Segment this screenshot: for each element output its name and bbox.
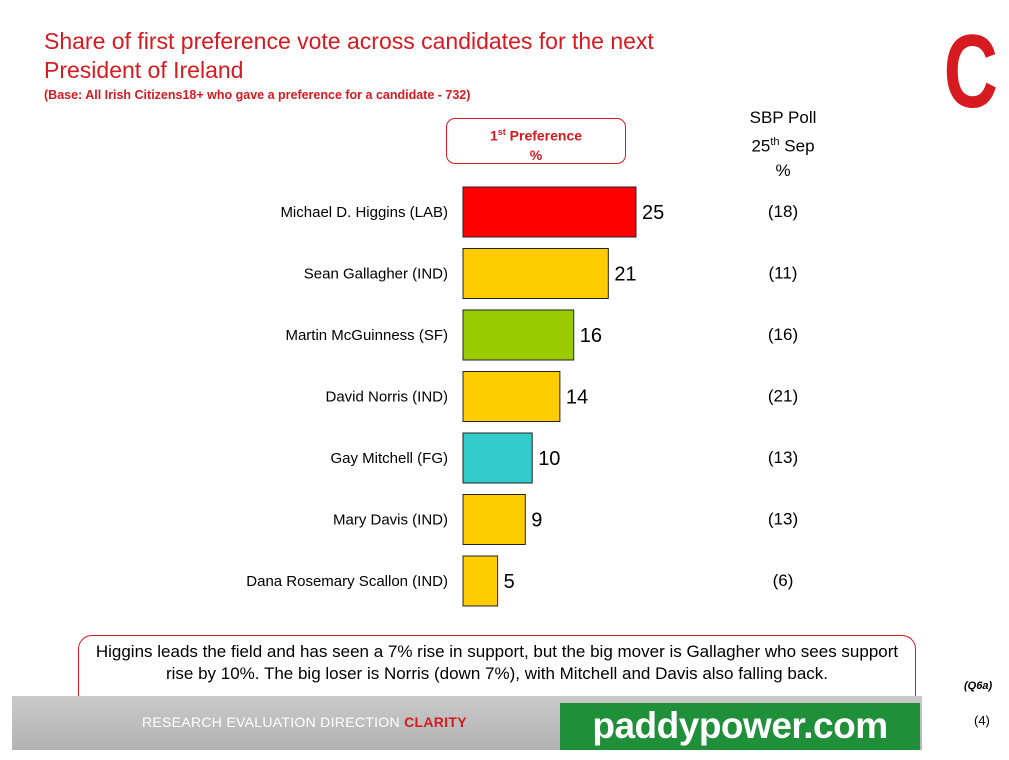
- question-reference: (Q6a): [964, 680, 993, 692]
- candidate-label: Gay Mitchell (FG): [330, 450, 448, 467]
- bar: [462, 248, 609, 299]
- bar: [462, 371, 561, 422]
- footer-brand: CLARITY: [404, 714, 467, 730]
- bar: [462, 494, 526, 545]
- candidate-label: Michael D. Higgins (LAB): [280, 204, 448, 221]
- sponsor-logo: paddypower.com: [560, 703, 920, 750]
- candidate-label: Martin McGuinness (SF): [285, 327, 448, 344]
- chart-title: Share of first preference vote across ca…: [44, 27, 804, 85]
- sbp-poll-header: SBP Poll 25th Sep %: [749, 108, 817, 180]
- bar: [462, 186, 637, 238]
- bar: [462, 432, 533, 484]
- summary-text: Higgins leads the field and has seen a 7…: [95, 642, 899, 683]
- title-line-2: President of Ireland: [44, 57, 244, 83]
- bar-value-label: 25: [642, 202, 664, 224]
- base-note: (Base: All Irish Citizens18+ who gave a …: [44, 88, 471, 102]
- title-line-1: Share of first preference vote across ca…: [44, 28, 654, 54]
- page-number: (4): [974, 713, 990, 728]
- bar: [462, 309, 575, 361]
- bar-value-label: 10: [538, 448, 560, 470]
- candidate-label: Sean Gallagher (IND): [304, 266, 448, 283]
- sbp-poll-value: (13): [768, 448, 798, 467]
- bar-value-label: 14: [566, 387, 588, 409]
- bar-value-label: 5: [504, 571, 515, 593]
- sbp-poll-value: (11): [769, 264, 798, 283]
- bar-value-label: 9: [531, 510, 542, 532]
- bar-chart: Michael D. Higgins (LAB) 25 (18) Sean Galla…: [246, 186, 798, 607]
- bar-value-label: 21: [614, 264, 636, 286]
- sbp-poll-value: (13): [768, 510, 798, 529]
- first-preference-header: 1st Preference %: [446, 118, 626, 164]
- sbp-poll-value: (21): [768, 387, 798, 406]
- sbp-poll-value: (6): [773, 571, 794, 590]
- sbp-poll-value: (16): [768, 325, 798, 344]
- bar: [462, 555, 499, 607]
- footer-tagline: RESEARCH EVALUATION DIRECTION CLARITY: [142, 714, 467, 730]
- bar-value-label: 16: [580, 325, 602, 347]
- candidate-label: David Norris (IND): [325, 389, 448, 406]
- candidate-label: Mary Davis (IND): [333, 512, 448, 529]
- candidate-label: Dana Rosemary Scallon (IND): [246, 573, 448, 590]
- sbp-poll-value: (18): [768, 202, 798, 221]
